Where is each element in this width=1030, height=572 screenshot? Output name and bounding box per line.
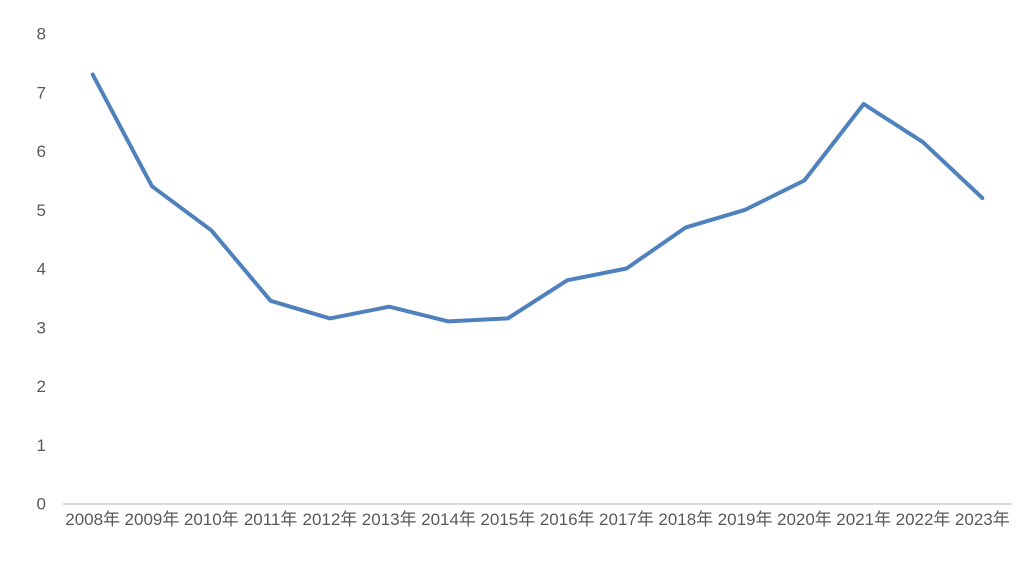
y-axis-tick-label: 3	[37, 318, 46, 337]
y-axis-tick-label: 1	[37, 436, 46, 455]
x-axis-tick-label: 2014年	[421, 510, 476, 529]
y-axis-tick-label: 7	[37, 83, 46, 102]
x-axis-tick-label: 2019年	[718, 510, 773, 529]
y-axis-tick-label: 2	[37, 377, 46, 396]
x-axis-tick-label: 2008年	[65, 510, 120, 529]
x-axis-tick-label: 2013年	[362, 510, 417, 529]
x-axis-tick-label: 2023年	[955, 510, 1010, 529]
x-axis-tick-label: 2016年	[540, 510, 595, 529]
y-axis-tick-label: 4	[37, 260, 46, 279]
x-axis-tick-label: 2021年	[836, 510, 891, 529]
x-axis-tick-label: 2009年	[125, 510, 180, 529]
y-axis-tick-label: 0	[37, 495, 46, 514]
x-axis-tick-label: 2022年	[896, 510, 951, 529]
x-axis-tick-label: 2017年	[599, 510, 654, 529]
x-axis-tick-label: 2018年	[658, 510, 713, 529]
y-axis-tick-label: 5	[37, 201, 46, 220]
x-axis-tick-label: 2010年	[184, 510, 239, 529]
y-axis-tick-label: 6	[37, 142, 46, 161]
x-axis-tick-label: 2015年	[480, 510, 535, 529]
x-axis-tick-label: 2020年	[777, 510, 832, 529]
data-series-line	[90, 72, 985, 324]
y-axis-tick-label: 8	[37, 25, 46, 44]
x-axis-tick-label: 2011年	[244, 510, 298, 529]
x-axis-tick-label: 2012年	[302, 510, 357, 529]
